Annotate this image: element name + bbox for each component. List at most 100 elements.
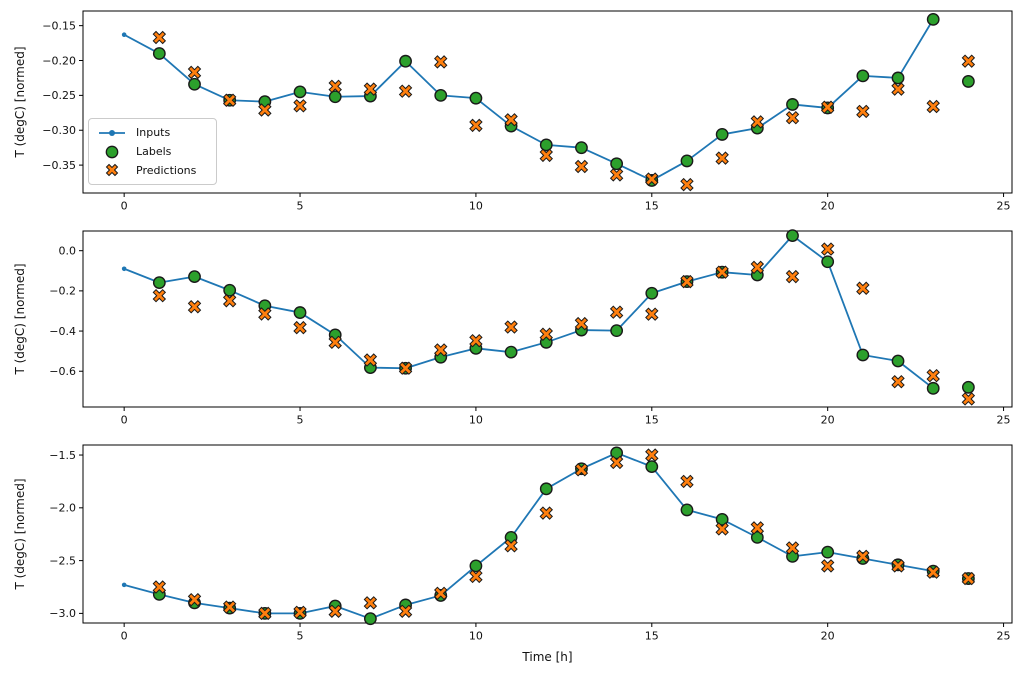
prediction-marker	[926, 565, 940, 579]
prediction-marker	[856, 281, 870, 295]
prediction-marker	[961, 571, 976, 586]
prediction-marker	[645, 172, 659, 186]
y-tick-label: −1.5	[49, 449, 76, 462]
y-tick-label: −2.0	[49, 502, 76, 515]
label-marker	[961, 75, 975, 88]
x-tick-label: 0	[121, 200, 128, 213]
label-marker	[469, 559, 483, 573]
legend-item-labels: Labels	[97, 144, 208, 160]
prediction-marker	[398, 84, 413, 98]
axes-spine	[82, 10, 1013, 194]
y-tick-label: −2.5	[49, 554, 76, 567]
label-marker	[856, 348, 870, 362]
series-labels	[152, 229, 975, 395]
label-marker	[926, 381, 940, 395]
series-inputs	[121, 17, 936, 183]
x-tick-label: 20	[821, 630, 835, 643]
label-marker	[188, 77, 201, 91]
prediction-marker	[293, 605, 307, 620]
subplot-1: 0 5 10 15 20 25 −0.15 −0.20 −0.25 −0.30 −0.35 T (de…	[13, 10, 1013, 213]
prediction-marker	[785, 541, 800, 555]
prediction-marker	[504, 539, 518, 553]
prediction-marker	[222, 294, 237, 308]
prediction-marker	[961, 392, 976, 406]
x-tick-label: 25	[997, 200, 1011, 213]
label-marker	[328, 90, 342, 104]
label-marker	[610, 157, 624, 171]
label-marker	[680, 154, 694, 168]
label-marker	[961, 380, 975, 394]
label-marker	[434, 88, 448, 102]
prediction-marker	[926, 99, 940, 114]
label-marker	[469, 91, 483, 105]
prediction-marker	[328, 79, 342, 94]
prediction-marker	[152, 580, 167, 594]
inputs-line	[123, 452, 934, 620]
x-tick-label: 15	[645, 200, 659, 213]
label-marker	[610, 446, 624, 460]
x-tick-label: 10	[469, 630, 483, 643]
prediction-marker	[363, 596, 378, 610]
prediction-marker	[926, 368, 940, 383]
label-marker	[645, 460, 659, 474]
prediction-marker	[891, 559, 905, 573]
x-tick-label: 10	[469, 200, 483, 213]
y-tick-label: −0.25	[42, 89, 76, 102]
prediction-marker	[293, 99, 307, 113]
x-tick-label: 15	[645, 630, 659, 643]
input-dot	[121, 32, 127, 38]
prediction-marker	[715, 265, 729, 279]
prediction-marker	[152, 288, 167, 303]
x-tick-label: 20	[821, 414, 835, 427]
series-labels	[152, 446, 975, 626]
subplot-3: 0 5 10 15 20 25 −1.5 −2.0 −2.5 −3.0 T (degC) [norm…	[13, 444, 1013, 664]
label-marker	[856, 69, 870, 83]
label-marker	[750, 530, 764, 544]
prediction-marker	[258, 606, 272, 621]
prediction-marker	[645, 448, 659, 462]
label-marker	[891, 71, 905, 85]
x-tick-label: 25	[997, 414, 1011, 427]
prediction-marker	[504, 320, 518, 334]
y-tick-label: −0.4	[49, 325, 76, 338]
prediction-marker	[680, 474, 694, 489]
prediction-marker	[820, 559, 835, 573]
series-inputs	[121, 233, 936, 391]
y-tick-label: −0.30	[42, 124, 76, 137]
prediction-marker	[363, 82, 378, 96]
x-tick-label: 5	[297, 200, 304, 213]
prediction-marker	[750, 115, 765, 129]
label-marker	[891, 354, 905, 368]
prediction-marker	[645, 307, 659, 321]
prediction-marker	[328, 335, 342, 350]
subplot-2: 0 5 10 15 20 25 0.0 −0.2 −0.4 −0.6 T (degC) [norme…	[13, 229, 1013, 427]
y-axis-label: T (degC) [normed]	[13, 263, 27, 375]
prediction-marker	[363, 353, 378, 367]
label-marker	[223, 283, 237, 297]
label-marker	[821, 545, 835, 559]
prediction-marker	[222, 93, 237, 107]
label-marker	[786, 98, 799, 111]
x-tick-label: 25	[997, 630, 1011, 643]
inputs-line	[123, 18, 934, 182]
prediction-marker	[434, 343, 448, 357]
y-tick-label: −0.6	[49, 365, 76, 378]
label-marker	[152, 276, 166, 290]
series-labels	[152, 12, 975, 187]
prediction-marker	[609, 168, 624, 182]
y-tick-label: −3.0	[49, 607, 76, 620]
prediction-marker	[785, 269, 800, 284]
prediction-marker	[961, 54, 976, 68]
prediction-marker	[258, 103, 272, 117]
prediction-marker	[574, 463, 589, 477]
prediction-marker	[609, 455, 624, 470]
prediction-marker	[504, 113, 518, 127]
label-marker	[821, 255, 835, 269]
prediction-marker	[539, 148, 553, 163]
prediction-marker	[820, 100, 835, 114]
label-marker	[293, 306, 307, 319]
label-marker	[188, 270, 201, 284]
prediction-marker	[187, 65, 202, 80]
